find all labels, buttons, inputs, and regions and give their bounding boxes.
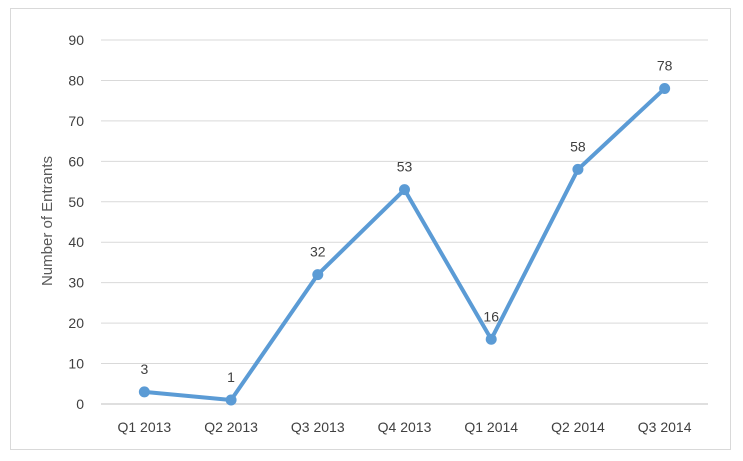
- data-point: [138, 386, 150, 398]
- data-points: [138, 83, 671, 406]
- x-tick-label: Q2 2014: [551, 419, 605, 435]
- data-label: 32: [310, 244, 326, 260]
- gridlines: [101, 39, 708, 405]
- y-axis-title: Number of Entrants: [39, 156, 56, 286]
- y-tick-label: 60: [68, 153, 84, 169]
- data-point: [659, 83, 671, 95]
- y-tick-label: 20: [68, 315, 84, 331]
- y-tick-label: 10: [68, 356, 84, 372]
- x-axis-ticks: Q1 2013 Q2 2013 Q3 2013 Q4 2013 Q1 2014 Q2 20…: [117, 419, 691, 435]
- data-point: [312, 269, 324, 281]
- y-tick-label: 0: [76, 396, 84, 412]
- x-tick-label: Q2 2013: [204, 419, 258, 435]
- y-tick-label: 30: [68, 275, 84, 291]
- x-tick-label: Q3 2013: [291, 419, 345, 435]
- y-tick-label: 40: [68, 234, 84, 250]
- series-line: [142, 86, 667, 402]
- data-label: 1: [227, 369, 235, 385]
- data-point: [572, 163, 584, 175]
- data-label: 78: [657, 58, 673, 74]
- data-point: [399, 184, 410, 196]
- data-point: [485, 333, 497, 345]
- data-labels: 3 1 32 53 16 58 78: [140, 58, 672, 385]
- y-tick-label: 90: [68, 32, 84, 48]
- data-label: 3: [140, 361, 148, 377]
- x-tick-label: Q4 2013: [378, 419, 432, 435]
- data-label: 58: [570, 138, 586, 154]
- y-tick-label: 80: [68, 72, 84, 88]
- x-tick-label: Q1 2014: [464, 419, 518, 435]
- y-tick-label: 70: [68, 113, 84, 129]
- y-tick-label: 50: [68, 194, 84, 210]
- x-tick-label: Q3 2014: [638, 419, 692, 435]
- data-label: 16: [483, 308, 499, 324]
- x-tick-label: Q1 2013: [117, 419, 171, 435]
- data-label: 53: [397, 159, 413, 175]
- chart-frame: [10, 8, 731, 450]
- data-point: [225, 394, 237, 406]
- y-axis-ticks: 0 10 20 30 40 50 60 70 80 90: [68, 32, 84, 412]
